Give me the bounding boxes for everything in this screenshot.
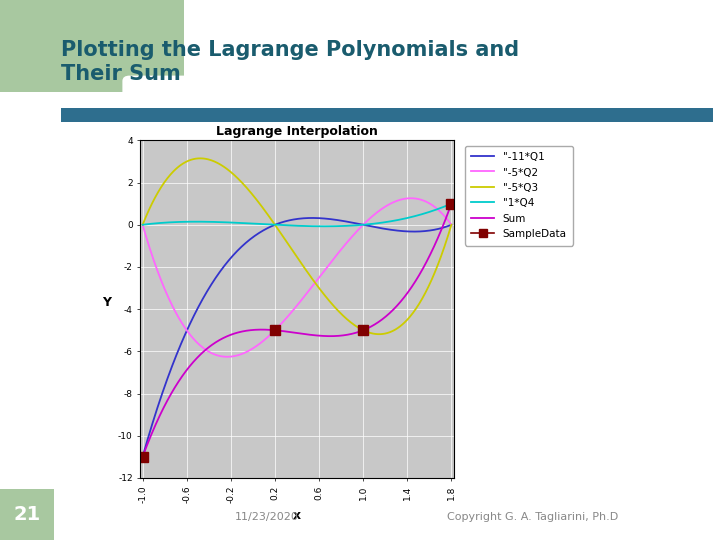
Text: 21: 21 — [13, 505, 40, 524]
Legend: "-11*Q1, "-5*Q2, "-5*Q3, "1*Q4, Sum, SampleData: "-11*Q1, "-5*Q2, "-5*Q3, "1*Q4, Sum, Sam… — [465, 146, 573, 246]
Title: Lagrange Interpolation: Lagrange Interpolation — [216, 125, 378, 138]
Text: Plotting the Lagrange Polynomials and
Their Sum: Plotting the Lagrange Polynomials and Th… — [61, 40, 519, 84]
Y-axis label: Y: Y — [102, 296, 112, 309]
Text: Copyright G. A. Tagliarini, Ph.D: Copyright G. A. Tagliarini, Ph.D — [447, 512, 618, 522]
X-axis label: x: x — [293, 509, 301, 522]
Text: 11/23/2020: 11/23/2020 — [235, 512, 298, 522]
